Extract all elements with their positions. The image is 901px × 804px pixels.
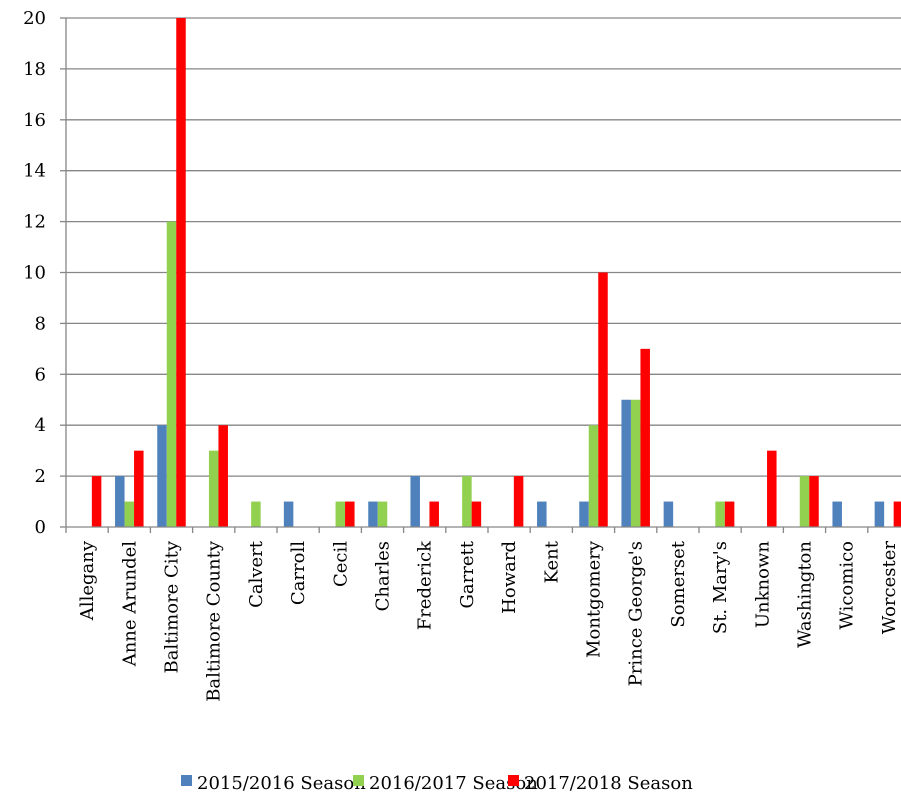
x-tick-label: Baltimore City <box>162 540 183 673</box>
bar-2016-2017-season-washington <box>799 476 810 527</box>
bar-2016-2017-season-prince-george-s <box>630 399 641 527</box>
x-tick-label: Howard <box>499 541 520 614</box>
x-tick-label: Anne Arundel <box>119 541 140 668</box>
legend-swatch <box>353 775 364 786</box>
bar-2016-2017-season-montgomery <box>588 425 599 527</box>
bar-2017-2018-season-howard <box>513 476 524 527</box>
bar-2015-2016-season-anne-arundel <box>115 476 125 527</box>
bar-series <box>91 18 901 527</box>
bar-2015-2016-season-baltimore-city <box>157 425 167 527</box>
bar-2016-2017-season-baltimore-county <box>208 450 219 527</box>
legend-label: 2015/2016 Season <box>197 773 366 794</box>
bar-2017-2018-season-garrett <box>471 501 482 527</box>
x-tick-label: Montgomery <box>584 540 605 658</box>
bar-2015-2016-season-prince-george-s <box>621 399 631 527</box>
x-tick-label: Allegany <box>77 540 98 621</box>
axes <box>60 17 901 533</box>
x-tick-label: Charles <box>373 541 394 611</box>
bar-2015-2016-season-worcester <box>874 501 885 527</box>
bar-2016-2017-season-charles <box>377 501 388 527</box>
bar-2015-2016-season-montgomery <box>579 501 589 527</box>
y-axis-tick-labels: 0 2 4 6 8 10 12 14 16 18 20 <box>23 8 46 538</box>
bar-2017-2018-season-allegany <box>91 476 102 527</box>
x-tick-label: Washington <box>795 541 816 648</box>
x-tick-label: Worcester <box>879 541 900 635</box>
bar-2017-2018-season-anne-arundel <box>134 450 144 527</box>
bar-2017-2018-season-washington <box>809 476 819 527</box>
legend-swatch <box>508 775 519 786</box>
bar-2017-2018-season-baltimore-county <box>218 425 228 527</box>
x-tick-label: Unknown <box>752 541 773 629</box>
y-tick-label: 16 <box>23 110 46 131</box>
bar-2017-2018-season-cecil <box>345 501 355 527</box>
x-tick-label: Kent <box>541 540 562 583</box>
bar-2016-2017-season-baltimore-city <box>166 221 177 527</box>
y-tick-label: 0 <box>35 517 46 538</box>
y-tick-label: 20 <box>23 8 46 29</box>
legend-label: 2017/2018 Season <box>524 773 693 794</box>
bar-2017-2018-season-baltimore-city <box>176 18 186 527</box>
bar-2015-2016-season-carroll <box>283 501 294 527</box>
x-tick-label: Prince George's <box>626 541 647 686</box>
y-tick-label: 18 <box>23 59 46 80</box>
gridlines <box>66 17 901 477</box>
x-tick-label: Frederick <box>415 540 436 630</box>
y-tick-label: 12 <box>23 212 46 233</box>
legend-swatch <box>181 775 192 786</box>
legend: 2015/2016 Season 2016/2017 Season2017/201… <box>181 773 693 794</box>
bar-2015-2016-season-kent <box>537 501 547 527</box>
bar-2015-2016-season-frederick <box>410 476 420 527</box>
x-tick-label: Garrett <box>457 540 478 608</box>
bar-2016-2017-season-garrett <box>462 476 472 527</box>
y-tick-label: 10 <box>23 263 46 284</box>
bar-2017-2018-season-unknown <box>767 450 777 527</box>
bar-2016-2017-season-calvert <box>251 501 261 527</box>
x-tick-label: Baltimore County <box>204 540 225 702</box>
x-tick-label: St. Mary's <box>710 541 731 634</box>
x-tick-label: Cecil <box>330 541 351 587</box>
bar-2015-2016-season-wicomico <box>832 501 842 527</box>
x-tick-label: Carroll <box>288 541 309 605</box>
bar-2016-2017-season-st-mary-s <box>715 501 725 527</box>
y-tick-label: 14 <box>23 161 46 182</box>
x-axis-tick-labels: Allegany Anne Arundel Baltimore City Baltim… <box>77 540 900 702</box>
bar-2017-2018-season-prince-george-s <box>640 348 650 527</box>
y-tick-label: 2 <box>35 466 46 487</box>
bar-2017-2018-season-st-mary-s <box>724 501 735 527</box>
x-tick-label: Calvert <box>246 540 267 608</box>
bar-2015-2016-season-somerset <box>663 501 674 527</box>
y-tick-label: 6 <box>35 364 46 385</box>
bar-2017-2018-season-montgomery <box>598 272 608 527</box>
bar-2017-2018-season-worcester <box>893 501 901 527</box>
bar-2017-2018-season-frederick <box>429 501 439 527</box>
bar-2016-2017-season-anne-arundel <box>124 501 135 527</box>
bar-2015-2016-season-charles <box>368 501 378 527</box>
x-tick-label: Wicomico <box>837 541 858 630</box>
y-tick-label: 4 <box>35 415 46 436</box>
bar-2016-2017-season-cecil <box>335 501 346 527</box>
y-tick-label: 8 <box>35 313 46 334</box>
x-tick-label: Somerset <box>668 540 689 627</box>
legend-label: 2016/2017 Season <box>369 773 538 794</box>
